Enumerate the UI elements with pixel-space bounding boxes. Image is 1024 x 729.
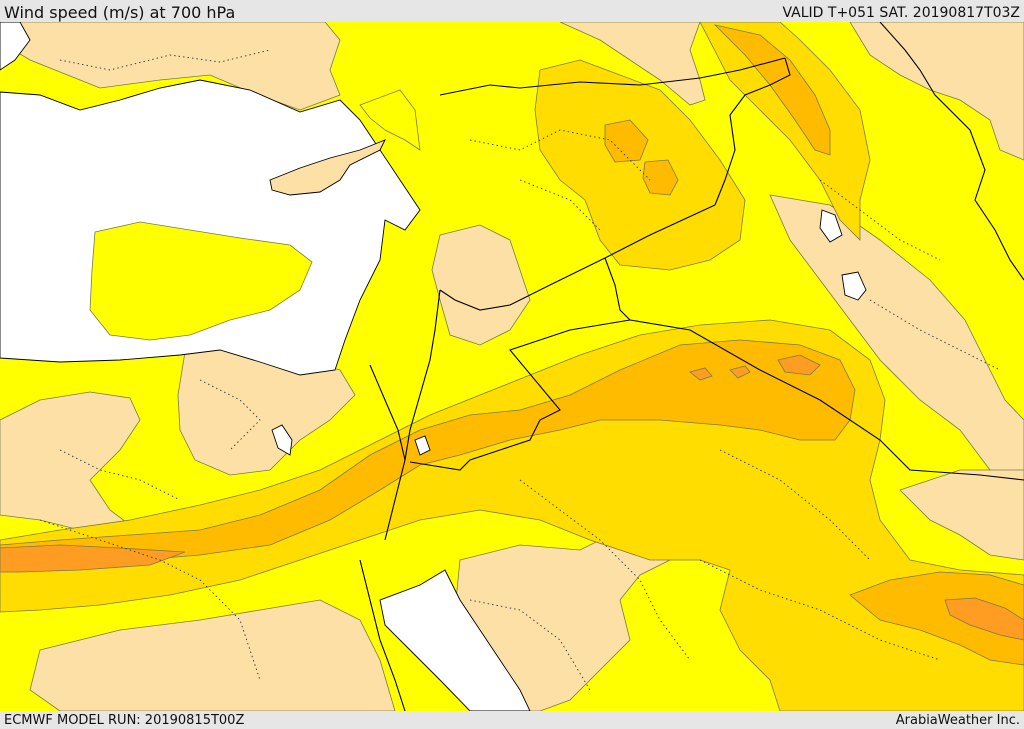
header-bar: Wind speed (m/s) at 700 hPa VALID T+051 …: [0, 0, 1024, 22]
border-israel-jordan: [384, 289, 441, 541]
border-egypt-sudan: [359, 559, 406, 711]
calm-wind-regions: [0, 22, 1024, 711]
band-3-southeast: [849, 571, 1024, 666]
band-3-regions: [0, 24, 1024, 666]
border-jordan-saudi: [409, 319, 631, 471]
admin-lines: [39, 49, 1001, 691]
cyprus: [269, 139, 386, 196]
border-turkey-syria: [439, 57, 786, 96]
sea-red-sea: [379, 569, 531, 711]
model-run: ECMWF MODEL RUN: 20190815T00Z: [4, 713, 245, 728]
sea-lake-tharthar: [819, 209, 843, 243]
border-syria-iraq: [714, 57, 791, 206]
band-4-west: [0, 544, 186, 573]
sea-gulf-of-suez: [271, 424, 293, 456]
border-egypt-israel: [369, 364, 406, 461]
sea-aegean-gap: [0, 22, 31, 71]
calm-region-turkey: [9, 22, 341, 111]
calm-region-se-corner: [899, 469, 1024, 561]
border-iraq-iran: [879, 22, 1024, 281]
border-jordan-iraq: [604, 257, 631, 321]
band-3-north-syria-2: [642, 159, 679, 196]
calm-region-south-egypt: [29, 599, 396, 711]
coastal-band: [89, 89, 421, 341]
valid-time: VALID T+051 SAT. 20190817T03Z: [782, 5, 1020, 21]
calm-region-lebanon-syria: [431, 224, 531, 346]
calm-region-east-turkey: [559, 22, 706, 106]
band-4-southeast: [944, 597, 1024, 641]
calm-region-iraq: [769, 194, 1024, 481]
footer-bar: ECMWF MODEL RUN: 20190815T00Z ArabiaWeat…: [0, 711, 1024, 729]
sea-dead-sea: [414, 435, 431, 456]
country-borders: [359, 22, 1024, 711]
band-4-jordan: [689, 367, 713, 381]
band-4-iraq: [777, 354, 821, 376]
wind-speed-map[interactable]: [0, 22, 1024, 711]
map-canvas: [0, 22, 1024, 711]
band-3-north-syria: [604, 119, 649, 163]
border-syria-jordan: [439, 204, 716, 311]
map-title: Wind speed (m/s) at 700 hPa: [4, 3, 236, 22]
band-4-jordan-2: [729, 365, 751, 379]
calm-region-northeast: [849, 22, 1024, 161]
band-2-north-syria: [534, 59, 746, 271]
band-3-jet-core: [0, 339, 856, 571]
border-iraq-saudi: [629, 319, 1024, 481]
sea-lake-habbaniyah: [841, 271, 867, 301]
band-4-regions: [0, 354, 1024, 641]
band-3-iraq-north: [713, 24, 831, 156]
credit: ArabiaWeather Inc.: [895, 713, 1020, 728]
